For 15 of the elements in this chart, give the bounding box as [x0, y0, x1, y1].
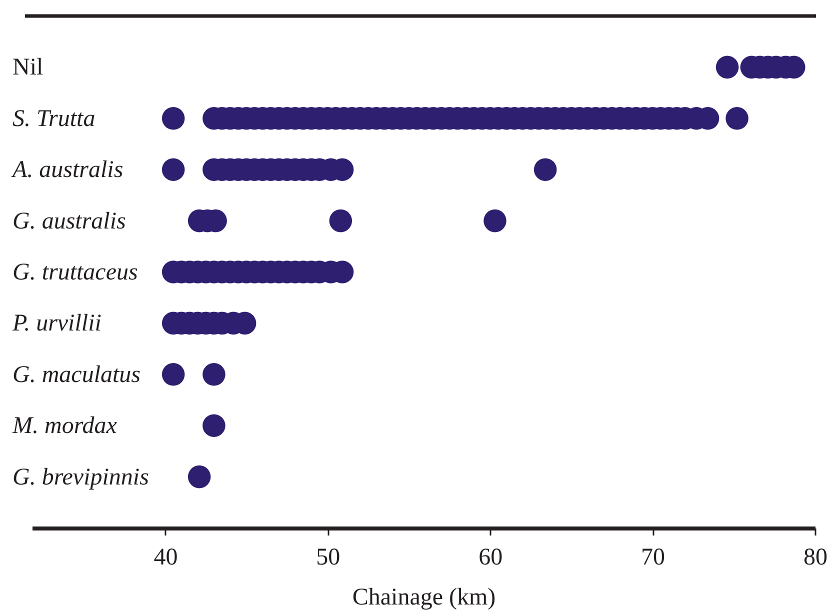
y-tick-label: A. australis	[10, 157, 124, 184]
x-tick-label: 50	[316, 544, 340, 570]
y-tick-label: Nil	[12, 54, 44, 81]
x-tick-label: 80	[804, 544, 828, 570]
y-tick-label: G. maculatus	[12, 362, 140, 388]
y-tick-label: S. Trutta	[12, 106, 96, 132]
x-tick-label: 70	[641, 544, 666, 570]
y-tick-label: P. urvillii	[12, 310, 102, 337]
x-tick-label: 40	[154, 544, 178, 570]
y-tick-label: G. australis	[12, 208, 126, 234]
x-axis-title: Chainage (km)	[352, 584, 496, 610]
y-tick-label: M. mordax	[12, 413, 118, 440]
y-tick-label: G. truttaceus	[12, 260, 138, 286]
y-tick-label: G. brevipinnis	[12, 464, 149, 490]
x-tick-label: 60	[478, 544, 503, 570]
